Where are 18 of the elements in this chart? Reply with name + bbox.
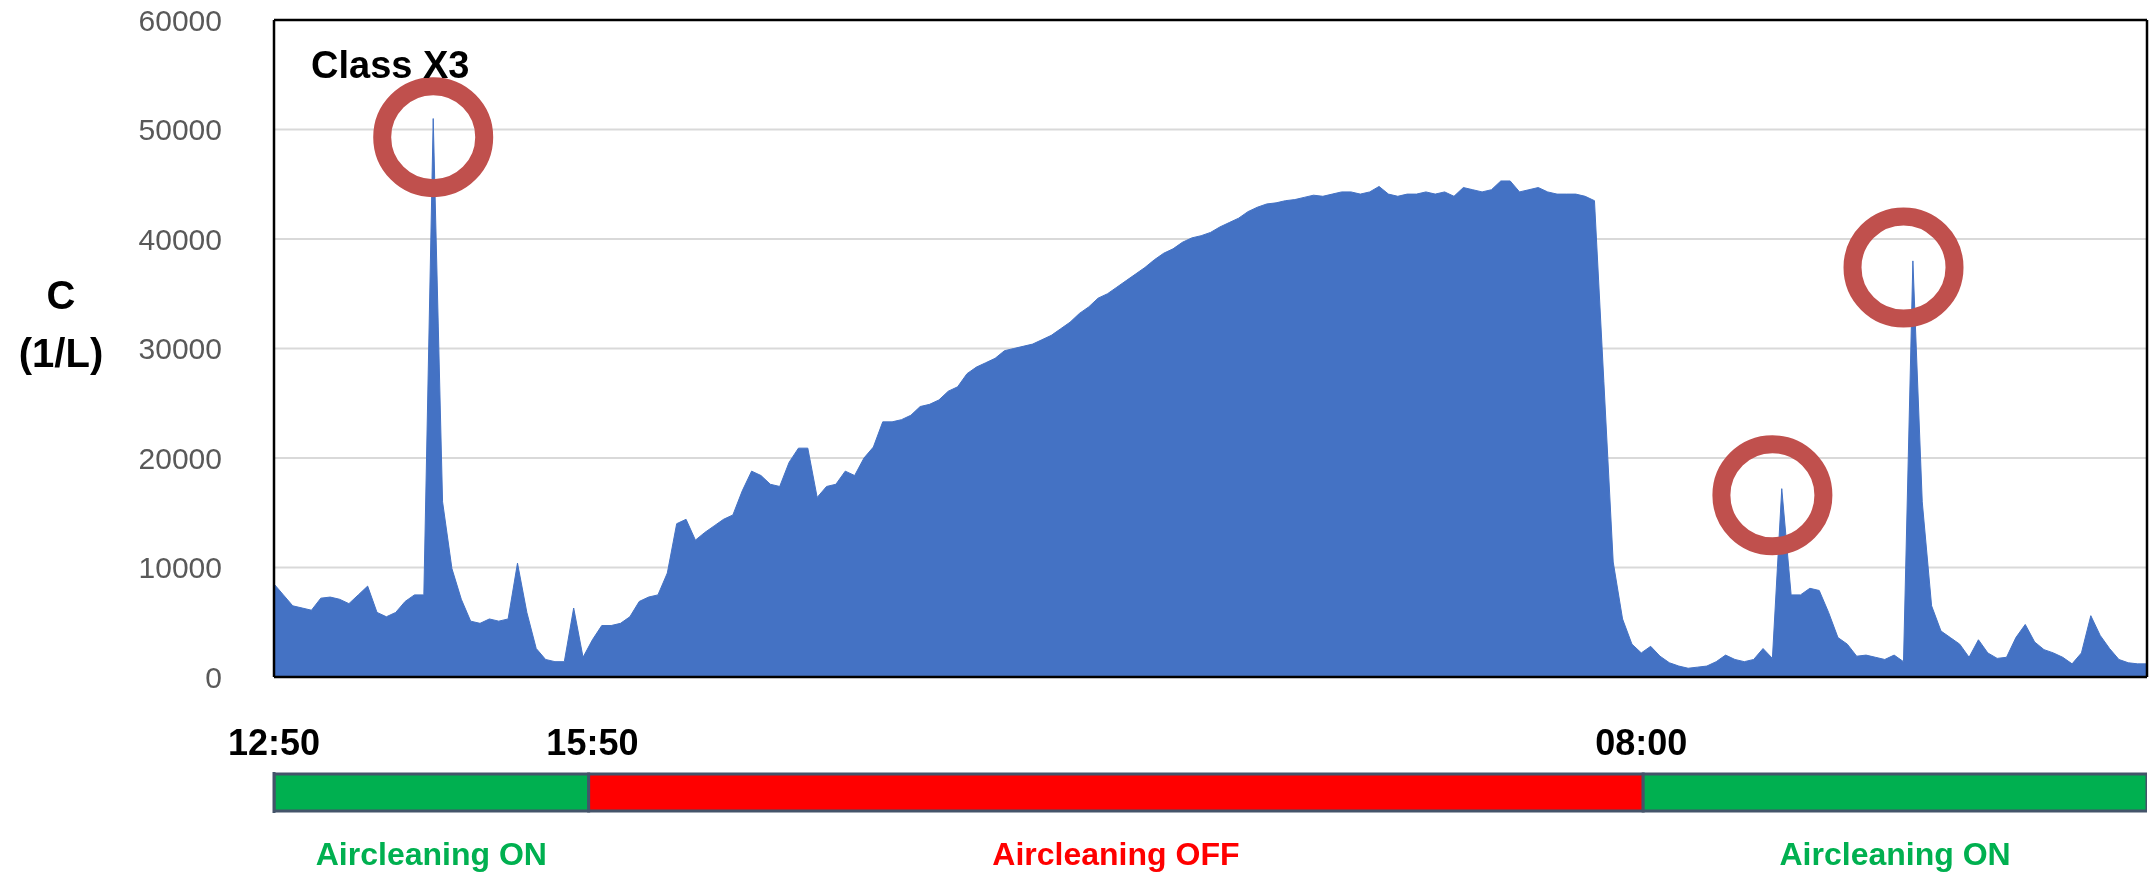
x-tick-label: 12:50 xyxy=(227,721,321,763)
series-label: Aircleaning OFF xyxy=(992,835,1240,872)
y-tick-label: 10000 xyxy=(138,551,222,585)
y-tick-label: 40000 xyxy=(138,222,222,256)
y-axis-title: C (1/L) xyxy=(17,272,105,377)
y-tick-label: 0 xyxy=(205,660,222,694)
point xyxy=(1712,435,1833,556)
y-tick-label: 20000 xyxy=(138,441,222,475)
series-label: Aircleaning ON xyxy=(1779,835,2011,872)
point xyxy=(373,77,494,198)
x-tick-label: 08:00 xyxy=(1595,721,1688,763)
point xyxy=(1843,207,1964,328)
y-tick-label: 60000 xyxy=(138,3,222,37)
y-tick-label: 30000 xyxy=(138,332,222,366)
text: Class X3 xyxy=(311,44,470,86)
series-label: Aircleaning ON xyxy=(315,835,547,872)
x-tick-label: 15:50 xyxy=(546,721,639,763)
y-tick-label: 50000 xyxy=(138,113,222,147)
